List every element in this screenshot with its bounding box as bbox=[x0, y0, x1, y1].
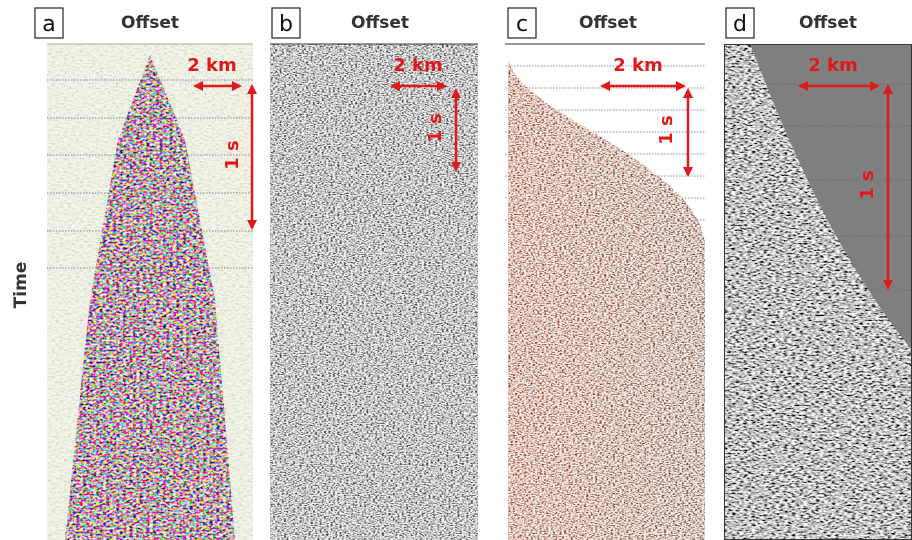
scale-distance: 2 km bbox=[613, 55, 663, 76]
scale-time: 1 s bbox=[222, 140, 243, 170]
dashed-lines bbox=[47, 79, 253, 269]
panel-c: c Offset 2 km 1 s bbox=[505, 7, 705, 540]
panel-a: a Offset 2 km 1 s bbox=[34, 7, 257, 540]
scale-distance: 2 km bbox=[808, 55, 858, 76]
scale-time: 1 s bbox=[656, 115, 677, 145]
panel-title: Offset bbox=[799, 13, 857, 33]
panel-title: Offset bbox=[121, 13, 179, 33]
panel-b: b Offset 2 km 1 s bbox=[270, 7, 478, 540]
scale-distance: 2 km bbox=[393, 55, 443, 76]
panel-title: Offset bbox=[351, 13, 409, 33]
panel-label: a bbox=[42, 12, 55, 37]
scale-time: 1 s bbox=[425, 113, 446, 143]
scale-distance: 2 km bbox=[187, 55, 237, 76]
panel-label: d bbox=[733, 12, 747, 37]
panel-label: b bbox=[279, 12, 293, 37]
panel-label: c bbox=[516, 12, 528, 37]
y-axis-label: Time bbox=[11, 262, 31, 309]
panel-title: Offset bbox=[579, 13, 637, 33]
panel-d: d Offset 2 km 1 s bbox=[724, 7, 912, 540]
scale-time: 1 s bbox=[857, 170, 878, 200]
